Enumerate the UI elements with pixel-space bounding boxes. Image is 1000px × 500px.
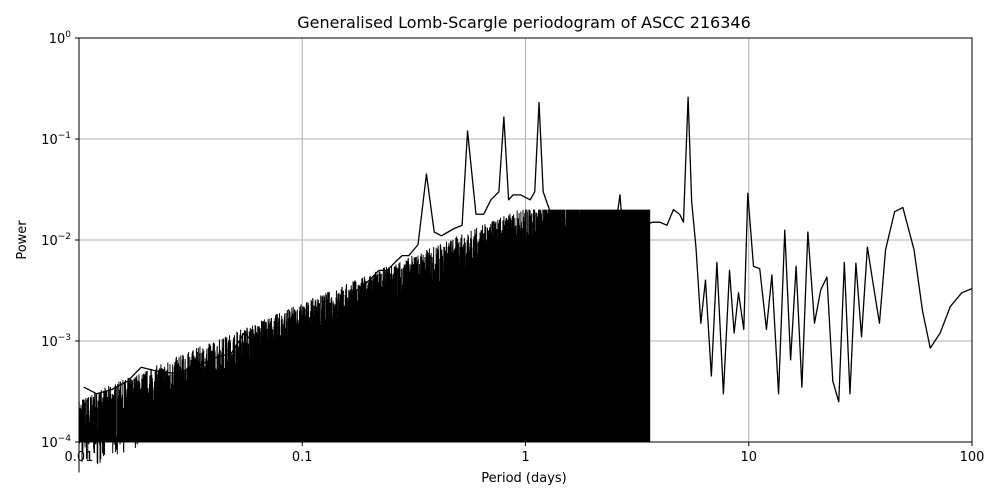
y-tick-label: 10−4 (41, 434, 71, 451)
x-tick-label: 1 (521, 450, 529, 465)
noise-floor-path (78, 209, 651, 473)
noise-floor (78, 209, 651, 473)
x-tick-label: 10 (740, 450, 757, 465)
series-line-0 (83, 96, 973, 403)
y-axis-ticks: 10−4 10−3 10−2 10−1 100 (41, 30, 79, 451)
x-tick-label: 0.1 (292, 450, 313, 465)
y-axis-label: Power (15, 220, 30, 260)
y-tick-label: 10−1 (41, 131, 71, 148)
x-tick-label: 100 (960, 450, 985, 465)
y-tick-label: 10−3 (41, 333, 71, 350)
y-tick-label: 100 (49, 30, 72, 47)
x-tick-label: 0.01 (65, 450, 94, 465)
chart-title: Generalised Lomb-Scargle periodogram of … (297, 13, 751, 32)
y-tick-label: 10−2 (41, 232, 71, 249)
x-axis-label: Period (days) (481, 471, 567, 486)
series-layer (83, 96, 973, 403)
x-axis-ticks: 0.01 0.1 1 10 100 (65, 442, 985, 465)
